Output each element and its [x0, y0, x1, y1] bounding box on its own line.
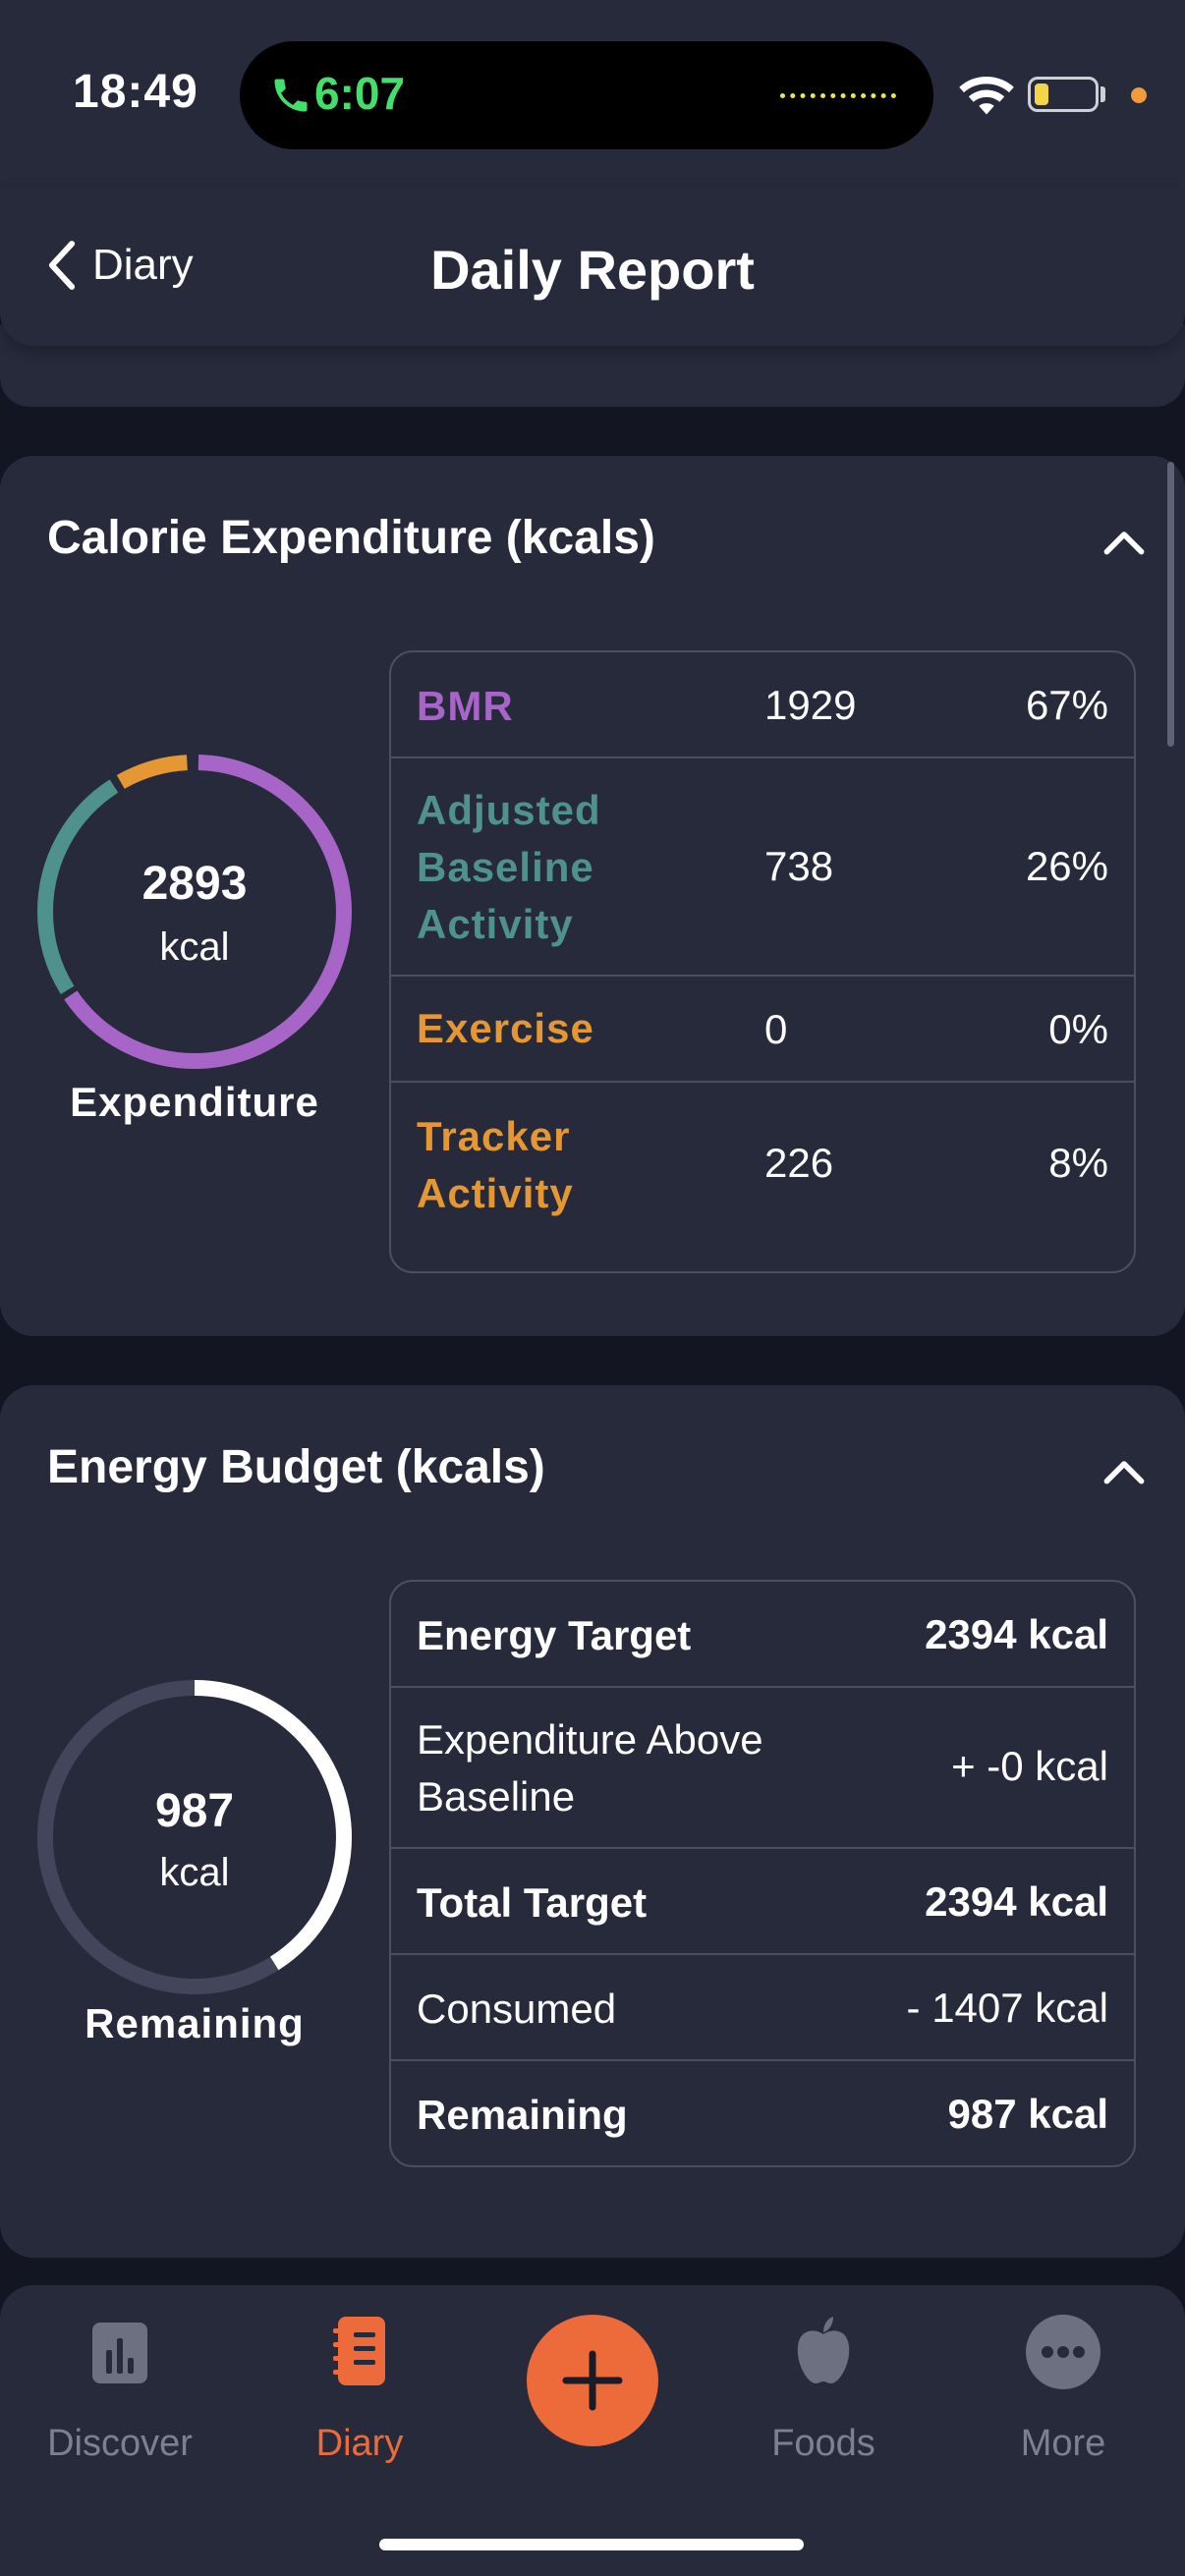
table-row: Tracker Activity 226 8%	[391, 1083, 1134, 1252]
tab-label: More	[1020, 2423, 1106, 2464]
page-title: Daily Report	[430, 239, 755, 301]
privacy-indicator	[1131, 87, 1147, 103]
remaining-caption: Remaining	[85, 2000, 305, 2046]
back-label: Diary	[92, 241, 194, 289]
nav-header: Diary Daily Report	[0, 187, 1185, 346]
table-row: Remaining 987 kcal	[391, 2061, 1134, 2165]
table-row: Total Target 2394 kcal	[391, 1849, 1134, 1955]
table-row: Consumed - 1407 kcal	[391, 1955, 1134, 2061]
row-label: BMR	[417, 683, 514, 729]
energy-budget-card: Energy Budget (kcals) 987 kcal Remaining…	[0, 1385, 1185, 2258]
table-row: Adjusted Baseline Activity 738 26%	[391, 758, 1134, 977]
row-label: Adjusted Baseline Activity	[417, 787, 601, 947]
audio-waveform	[780, 93, 896, 98]
expenditure-table: BMR 1929 67% Adjusted Baseline Activity …	[389, 650, 1136, 1273]
row-value: 2394 kcal	[925, 1611, 1108, 1657]
table-row: Energy Target 2394 kcal	[391, 1582, 1134, 1688]
row-label: Tracker Activity	[417, 1113, 574, 1216]
table-row: Expenditure Above Baseline + -0 kcal	[391, 1688, 1134, 1849]
row-label: Remaining	[417, 2092, 628, 2138]
row-label: Energy Target	[417, 1612, 692, 1658]
row-percent: 8%	[1048, 1140, 1108, 1186]
tab-label: Foods	[771, 2423, 875, 2464]
tab-discover[interactable]: Discover	[12, 2285, 228, 2482]
tab-label: Discover	[47, 2423, 193, 2464]
status-bar: 18:49 6:07	[0, 0, 1185, 187]
expenditure-caption: Expenditure	[70, 1079, 319, 1125]
tab-label: Diary	[315, 2423, 404, 2464]
tab-diary[interactable]: Diary	[252, 2285, 468, 2482]
chevron-left-icon	[48, 241, 76, 290]
phone-icon	[274, 79, 308, 112]
card-title: Energy Budget (kcals)	[47, 1441, 545, 1493]
calorie-expenditure-card: Calorie Expenditure (kcals) 2893 kcal Ex…	[0, 456, 1185, 1336]
expenditure-ring-chart	[37, 755, 352, 1069]
tab-more[interactable]: More	[955, 2285, 1171, 2482]
row-percent: 67%	[1025, 682, 1108, 728]
notebook-icon	[333, 2317, 385, 2385]
row-value: 738	[764, 843, 834, 889]
back-button[interactable]: Diary	[45, 234, 194, 297]
remaining-ring-chart	[37, 1680, 352, 1994]
call-duration: 6:07	[314, 68, 406, 119]
tab-bar: Discover Diary Foods	[0, 2285, 1185, 2576]
table-row: Exercise 0 0%	[391, 977, 1134, 1083]
row-label: Consumed	[417, 1986, 617, 2032]
row-value: 1929	[764, 682, 857, 728]
row-value: 0	[764, 1006, 788, 1052]
energy-budget-table: Energy Target 2394 kcal Expenditure Abov…	[389, 1580, 1136, 2167]
expenditure-unit: kcal	[159, 925, 230, 969]
remaining-arc	[37, 1680, 352, 1994]
add-button[interactable]	[527, 2315, 658, 2446]
remaining-unit: kcal	[159, 1851, 230, 1894]
home-indicator[interactable]	[379, 2539, 804, 2550]
card-title: Calorie Expenditure (kcals)	[47, 512, 655, 564]
row-value: 987 kcal	[947, 2091, 1109, 2137]
plus-icon	[562, 2350, 623, 2411]
row-percent: 0%	[1048, 1006, 1108, 1052]
row-label: Total Target	[417, 1879, 648, 1926]
battery-icon	[1028, 77, 1099, 112]
row-value: 2394 kcal	[925, 1878, 1108, 1925]
expenditure-total: 2893	[141, 858, 248, 910]
remaining-value: 987	[154, 1785, 235, 1837]
row-label: Exercise	[417, 1005, 594, 1051]
row-value: 226	[764, 1140, 834, 1186]
row-label: Expenditure Above Baseline	[417, 1716, 763, 1820]
row-percent: 26%	[1025, 843, 1108, 889]
wifi-icon	[959, 77, 1014, 115]
more-dots-icon	[1026, 2315, 1100, 2389]
tab-foods[interactable]: Foods	[715, 2285, 931, 2482]
bar-chart-icon	[92, 2323, 147, 2383]
table-row: BMR 1929 67%	[391, 652, 1134, 758]
chevron-up-icon[interactable]	[1100, 527, 1148, 558]
apple-icon	[797, 2317, 850, 2383]
row-value: - 1407 kcal	[906, 1985, 1108, 2031]
dynamic-island[interactable]: 6:07	[240, 41, 933, 149]
scroll-indicator[interactable]	[1167, 462, 1174, 747]
row-value: + -0 kcal	[951, 1743, 1108, 1789]
status-time: 18:49	[73, 66, 198, 118]
chevron-up-icon[interactable]	[1100, 1456, 1148, 1487]
